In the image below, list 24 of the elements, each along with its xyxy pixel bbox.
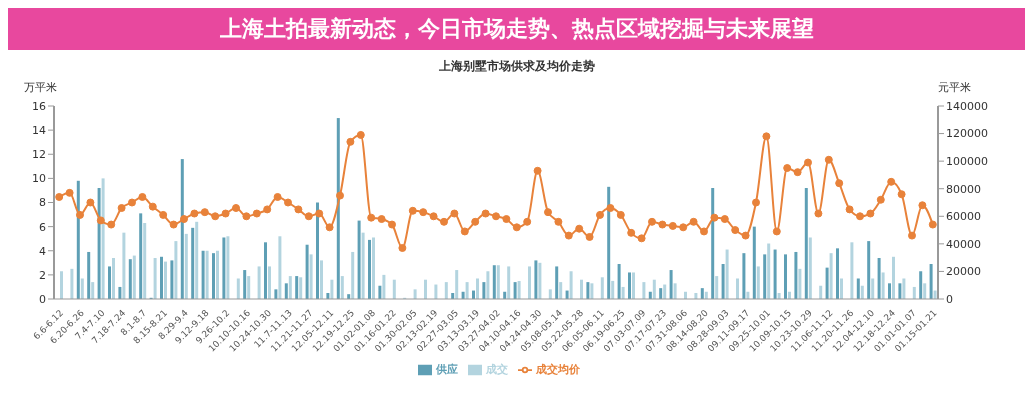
chart-title: 上海别墅市场供求及均价走势 (437, 58, 596, 75)
y-tick-label: 12 (32, 148, 46, 162)
y-tick-label: 2 (39, 268, 46, 282)
y-tick-label: 4 (39, 244, 46, 258)
y-tick-label: 8 (39, 196, 46, 210)
y2-tick-label: 120000 (946, 127, 988, 141)
y-tick-label: 16 (32, 99, 46, 113)
legend-label: 成交均价 (536, 363, 580, 376)
y2-tick-label: 0 (946, 292, 953, 306)
y2-tick-label: 40000 (946, 237, 981, 251)
y2-tick-label: 140000 (946, 99, 988, 113)
y-tick-label: 10 (32, 172, 46, 186)
legend-label: 成交 (486, 363, 508, 376)
y-axis-title: 万平米 (24, 80, 57, 95)
y-tick-label: 6 (39, 220, 46, 234)
legend-label: 供应 (436, 363, 458, 376)
y2-tick-label: 20000 (946, 265, 981, 279)
y-tick-label: 14 (32, 124, 46, 138)
y2-tick-label: 60000 (946, 210, 981, 224)
y2-tick-label: 80000 (946, 182, 981, 196)
y-tick-label: 0 (39, 292, 46, 306)
text: 上海土拍最新动态，今日市场走势、热点区域挖掘与未来展望 (8, 8, 1025, 50)
y2-axis-title: 元平米 (938, 80, 971, 95)
y2-tick-label: 100000 (946, 155, 988, 169)
